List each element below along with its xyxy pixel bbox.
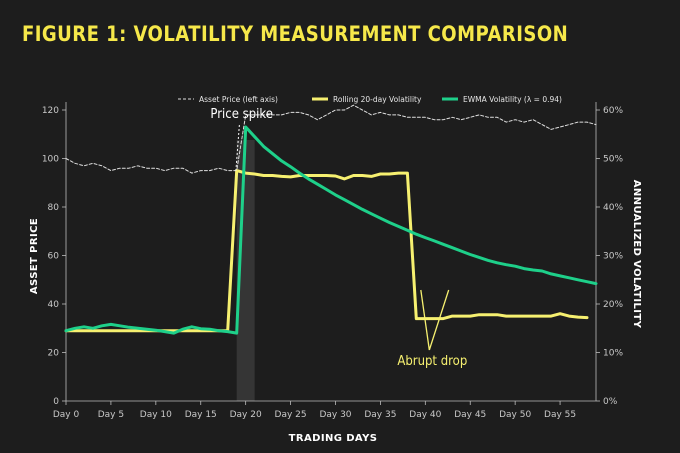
x-tick-label: Day 15 [185,410,217,420]
y-left-tick-label: 0 [53,397,59,407]
y-right-tick-label: 50% [603,155,623,165]
y-right-tick-label: 60% [603,106,623,116]
x-tick-label: Day 40 [409,410,441,420]
axes-layer [65,102,597,402]
y-right-tick-label: 0% [603,397,618,407]
y-left-tick-label: 40 [48,300,60,310]
y-right-tick-label: 30% [603,252,623,262]
annotation-layer: Price spike Abrupt drop [210,107,467,369]
x-tick-label: Day 0 [53,410,80,420]
y-right-tick-label: 40% [603,203,623,213]
legend-label-3: EWMA Volatility (λ = 0.94) [463,95,562,104]
series-line-1 [65,104,597,174]
x-tick-label: Day 30 [319,410,351,420]
y-axis-left-title: ASSET PRICE [29,218,40,294]
annotation-price-spike: Price spike [210,107,273,122]
y-left-tick-label: 120 [42,106,59,116]
x-tick-label: Day 35 [364,410,396,420]
y-left-tick-label: 80 [48,203,60,213]
y-left-tick-label: 60 [48,252,60,262]
x-tick-label: Day 55 [544,410,576,420]
x-tick-label: Day 25 [275,410,307,420]
y-right-tick-label: 10% [603,349,623,359]
y-left-tick-label: 20 [48,349,60,359]
y-axis-right-title: ANNUALIZED VOLATILITY [631,180,642,329]
x-tick-label: Day 50 [499,410,531,420]
annotation-abrupt-drop-pointer-right [428,289,450,351]
x-axis-title: TRADING DAYS [289,433,378,444]
y-right-tick-label: 20% [603,300,623,310]
x-tick-label: Day 10 [140,410,172,420]
y-left-tick-label: 100 [42,155,59,165]
legend: Asset Price (left axis) Rolling 20-day Vo… [178,95,562,104]
series-line-2 [64,169,589,333]
series-layer [64,104,598,335]
x-tick-label: Day 20 [230,410,262,420]
ticks-layer: Day 0 Day 5 Day 10 Day 15 Day 20 Day 25 Day 30… [42,106,624,420]
legend-label-2: Rolling 20-day Volatility [333,95,422,104]
legend-label-1: Asset Price (left axis) [199,95,278,104]
figure-title: FIGURE 1: VOLATILITY MEASUREMENT COMPARI… [22,22,569,46]
x-tick-label: Day 45 [454,410,486,420]
annotation-abrupt-drop: Abrupt drop [397,354,467,369]
x-tick-label: Day 5 [98,410,124,420]
series-line-3 [64,125,598,335]
annotation-abrupt-drop-pointer-left [420,289,430,351]
